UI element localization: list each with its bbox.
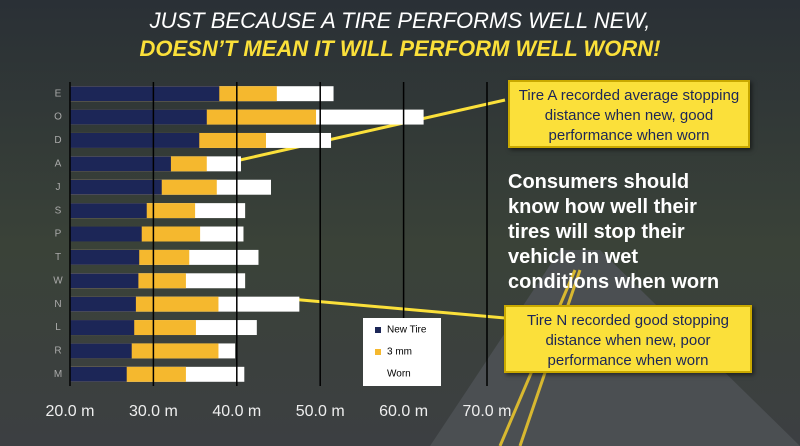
y-tick-label: W: [53, 275, 63, 286]
y-tick-label: N: [54, 299, 61, 310]
y-tick-label: A: [55, 158, 62, 169]
subtitle: DOESN’T MEAN IT WILL PERFORM WELL WORN!: [139, 36, 660, 61]
x-tick-label: 40.0 m: [212, 403, 261, 420]
bar: [70, 156, 171, 172]
bar: [70, 296, 136, 312]
legend-label: 3 mm: [387, 347, 412, 358]
bar: [70, 203, 147, 219]
y-tick-label: R: [54, 346, 61, 357]
callout-line: [289, 297, 506, 320]
bar: [70, 366, 127, 382]
y-tick-label: M: [54, 369, 62, 380]
bar: [70, 226, 142, 242]
bar: [70, 86, 220, 102]
y-tick-label: J: [56, 182, 61, 193]
y-tick-label: P: [55, 229, 62, 240]
x-tick-label: 30.0 m: [129, 403, 178, 420]
legend-swatch: [375, 327, 381, 333]
y-tick-label: T: [55, 252, 61, 263]
x-tick-label: 60.0 m: [379, 403, 428, 420]
bar: [70, 343, 132, 359]
bar: [70, 273, 139, 289]
bar: [70, 320, 135, 336]
bar: [70, 249, 140, 265]
callout-line: [239, 98, 506, 162]
center-note: Consumers should know how well their tir…: [508, 171, 720, 293]
callout-a: Tire A recorded average stopping distanc…: [508, 80, 750, 148]
bar: [70, 179, 162, 195]
y-tick-label: O: [54, 112, 62, 123]
legend-swatch: [375, 349, 381, 355]
x-tick-label: 50.0 m: [296, 403, 345, 420]
title: JUST BECAUSE A TIRE PERFORMS WELL NEW,: [149, 8, 651, 33]
legend-label: New Tire: [387, 325, 427, 336]
y-tick-label: D: [54, 135, 61, 146]
y-tick-label: L: [55, 322, 61, 333]
callout-n: Tire N recorded good stopping distance w…: [504, 305, 752, 373]
x-tick-label: 70.0 m: [463, 403, 512, 420]
y-tick-label: E: [55, 88, 62, 99]
legend-label: Worn: [387, 369, 411, 380]
bar: [70, 132, 200, 148]
x-tick-label: 20.0 m: [46, 403, 95, 420]
bar: [70, 109, 207, 125]
legend-swatch: [375, 371, 381, 377]
y-tick-label: S: [55, 205, 62, 216]
